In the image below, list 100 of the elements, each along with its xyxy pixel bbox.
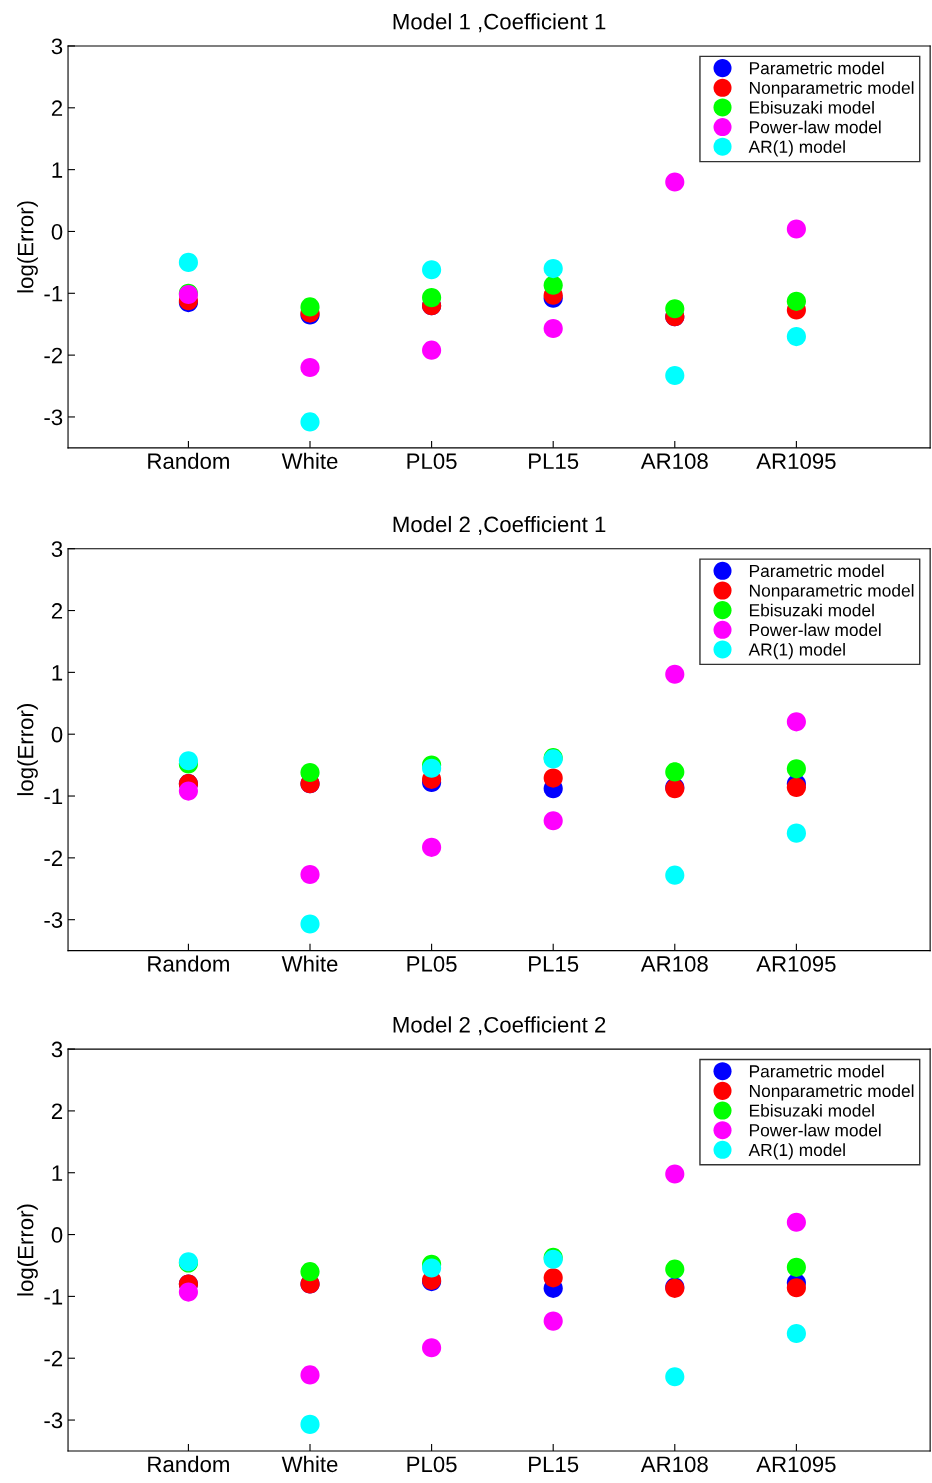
point — [422, 288, 442, 308]
point — [300, 762, 320, 783]
legend-label: Nonparametric model — [749, 583, 914, 601]
point — [786, 1323, 806, 1344]
point — [300, 1262, 320, 1282]
legend-label: Power-law model — [749, 623, 881, 637]
y-tick-label: -3 — [44, 409, 63, 426]
legend-label: Ebisuzaki model — [749, 1104, 874, 1117]
x-tick-label: PL15 — [529, 1456, 579, 1473]
legend-label: Parametric model — [749, 61, 884, 75]
y-tick-label: 0 — [51, 1227, 63, 1243]
point — [543, 258, 563, 279]
x-tick-label: White — [281, 955, 338, 972]
point — [665, 865, 685, 885]
point — [543, 275, 563, 295]
point — [786, 1212, 806, 1232]
point — [665, 299, 685, 319]
point — [665, 664, 685, 684]
point — [178, 1282, 198, 1302]
point — [422, 260, 442, 280]
legend-label: Parametric model — [749, 564, 884, 578]
y-tick-label: -3 — [44, 1412, 63, 1429]
point — [786, 291, 806, 311]
y-tick-label: 2 — [51, 1103, 63, 1119]
x-tick-label: AR108 — [640, 1456, 708, 1473]
y-tick-label: 1 — [52, 1165, 63, 1181]
x-tick-label: AR108 — [640, 453, 708, 470]
point — [300, 1414, 320, 1434]
x-tick-label: Random — [148, 1455, 229, 1473]
legend-label: Power-law model — [749, 1123, 881, 1137]
y-tick-label: -3 — [44, 912, 63, 928]
y-tick-label: -2 — [44, 850, 63, 866]
point — [786, 823, 806, 843]
y-tick-label: 1 — [52, 665, 63, 681]
point — [178, 781, 198, 801]
y-axis-title: log(Error) — [17, 1204, 38, 1296]
point — [178, 252, 198, 272]
y-tick-label: -2 — [44, 1350, 63, 1367]
y-tick-label: 0 — [51, 726, 63, 743]
point — [786, 1257, 806, 1277]
x-tick-label: AR108 — [640, 956, 708, 972]
legend-label: AR(1) model — [748, 642, 845, 660]
legend-label: Ebisuzaki model — [749, 603, 874, 617]
y-axis-title: log(Error) — [17, 704, 38, 796]
x-tick-label: PL15 — [529, 956, 579, 972]
point — [543, 1268, 563, 1288]
legend-label: AR(1) model — [748, 140, 845, 157]
point — [300, 412, 320, 432]
x-tick-label: Random — [148, 452, 229, 470]
chart-title: Model 2 ,Coefficient 2 — [393, 1016, 606, 1036]
point — [422, 837, 442, 857]
point — [543, 318, 563, 339]
x-tick-label: White — [281, 452, 338, 470]
y-tick-label: 0 — [51, 224, 63, 240]
y-tick-label: 3 — [51, 541, 63, 557]
y-tick-label: 2 — [51, 100, 63, 116]
point — [300, 914, 320, 934]
legend-label: Power-law model — [749, 120, 881, 134]
y-tick-label: -2 — [44, 347, 63, 364]
x-tick-label: AR1095 — [756, 453, 836, 470]
y-tick-label: 2 — [51, 603, 63, 619]
y-tick-label: 3 — [51, 1041, 63, 1058]
point — [665, 762, 685, 782]
point — [300, 864, 320, 885]
legend-label: Nonparametric model — [749, 81, 914, 98]
point — [300, 297, 320, 317]
x-tick-label: PL05 — [407, 1456, 457, 1473]
chart-title: Model 1 ,Coefficient 1 — [393, 13, 606, 33]
y-tick-label: -1 — [44, 1289, 63, 1305]
x-tick-label: AR1095 — [756, 1456, 836, 1473]
legend-label: Parametric model — [749, 1064, 884, 1078]
point — [665, 365, 685, 386]
y-tick-label: -1 — [44, 286, 63, 302]
x-tick-label: Random — [148, 955, 229, 972]
x-tick-label: PL15 — [529, 453, 579, 470]
point — [786, 327, 806, 347]
point — [786, 759, 806, 779]
y-tick-label: 3 — [51, 38, 63, 55]
x-tick-label: PL05 — [407, 453, 457, 470]
point — [786, 219, 806, 239]
point — [300, 1365, 320, 1385]
point — [786, 712, 806, 732]
x-tick-label: White — [281, 1455, 338, 1473]
point — [665, 172, 685, 192]
chart-title: Model 2 ,Coefficient 1 — [393, 515, 606, 535]
legend-label: AR(1) model — [748, 1143, 845, 1160]
x-tick-label: PL05 — [407, 956, 457, 972]
point — [665, 1259, 685, 1279]
point — [786, 1278, 806, 1298]
point — [422, 340, 442, 360]
legend-label: Nonparametric model — [749, 1084, 914, 1101]
point — [543, 811, 563, 831]
point — [300, 357, 320, 378]
x-tick-label: AR1095 — [756, 956, 836, 972]
point — [543, 1311, 563, 1331]
y-axis-title: log(Error) — [17, 201, 38, 293]
point — [543, 768, 563, 788]
point — [665, 1164, 685, 1184]
y-tick-label: -1 — [44, 788, 63, 805]
y-tick-label: 1 — [52, 162, 63, 178]
